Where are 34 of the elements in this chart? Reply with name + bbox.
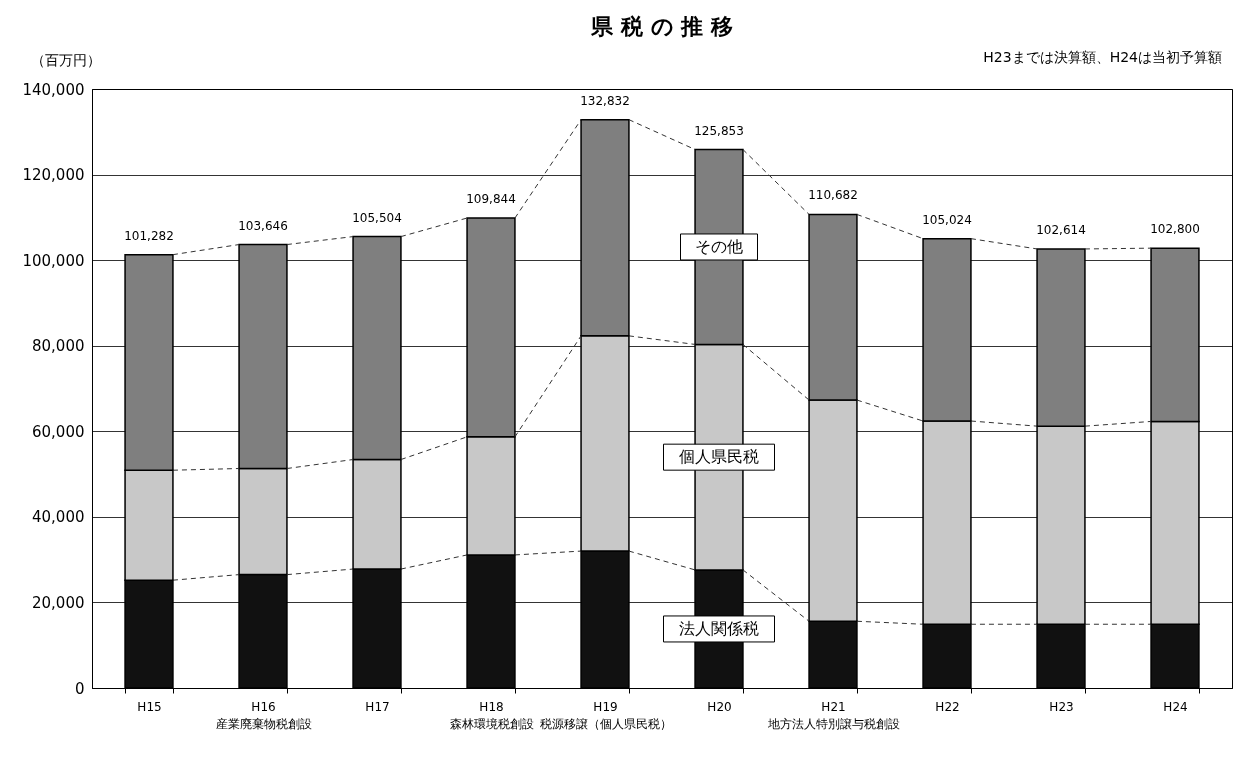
y-tick-label: 40,000 (32, 508, 85, 527)
x-tick-label: H20 (707, 699, 732, 714)
total-label: 102,800 (1150, 222, 1200, 237)
y-tick-label: 100,000 (22, 251, 85, 270)
total-label: 109,844 (466, 192, 516, 207)
y-tick-label: 0 (74, 679, 85, 698)
text: H23までは決算額、H24は当初予算額 (983, 49, 1222, 65)
x-tick-label: H18 森林環境税創設 (449, 699, 534, 731)
series-label: 個人県民税 (679, 447, 759, 467)
y-axis-title: （百万円） (30, 51, 101, 68)
x-tick-label: H23 (1049, 699, 1074, 714)
x-tick-label: H16 産業廃棄物税創設 (215, 699, 312, 731)
total-label: 101,282 (124, 228, 174, 243)
total-label: 125,853 (694, 123, 744, 138)
total-label: 110,682 (808, 188, 858, 203)
total-label: 132,832 (580, 93, 630, 108)
x-tick-label: H15 (137, 699, 162, 714)
total-label: 105,504 (352, 210, 402, 225)
total-label: 105,024 (922, 212, 972, 227)
x-tick-label: H24 (1163, 699, 1188, 714)
x-tick-label: H21 地方法人特別譲与税創設 (766, 699, 900, 731)
y-tick-label: 60,000 (32, 422, 85, 441)
x-tick-label: H19 税源移譲（個人県民税） (539, 699, 672, 731)
total-label: 103,646 (238, 218, 288, 233)
x-tick-label: H17 (365, 699, 390, 714)
y-tick-label: 140,000 (22, 80, 85, 99)
y-tick-label: 20,000 (32, 593, 85, 612)
y-tick-label: 120,000 (22, 166, 85, 185)
series-label: 法人関係税 (679, 618, 759, 638)
series-label: その他 (695, 236, 743, 256)
y-tick-label: 80,000 (32, 337, 85, 356)
x-tick-label: H22 (935, 699, 960, 714)
total-label: 102,614 (1036, 222, 1086, 237)
chart-title: 県 税 の 推 移 (590, 14, 733, 39)
